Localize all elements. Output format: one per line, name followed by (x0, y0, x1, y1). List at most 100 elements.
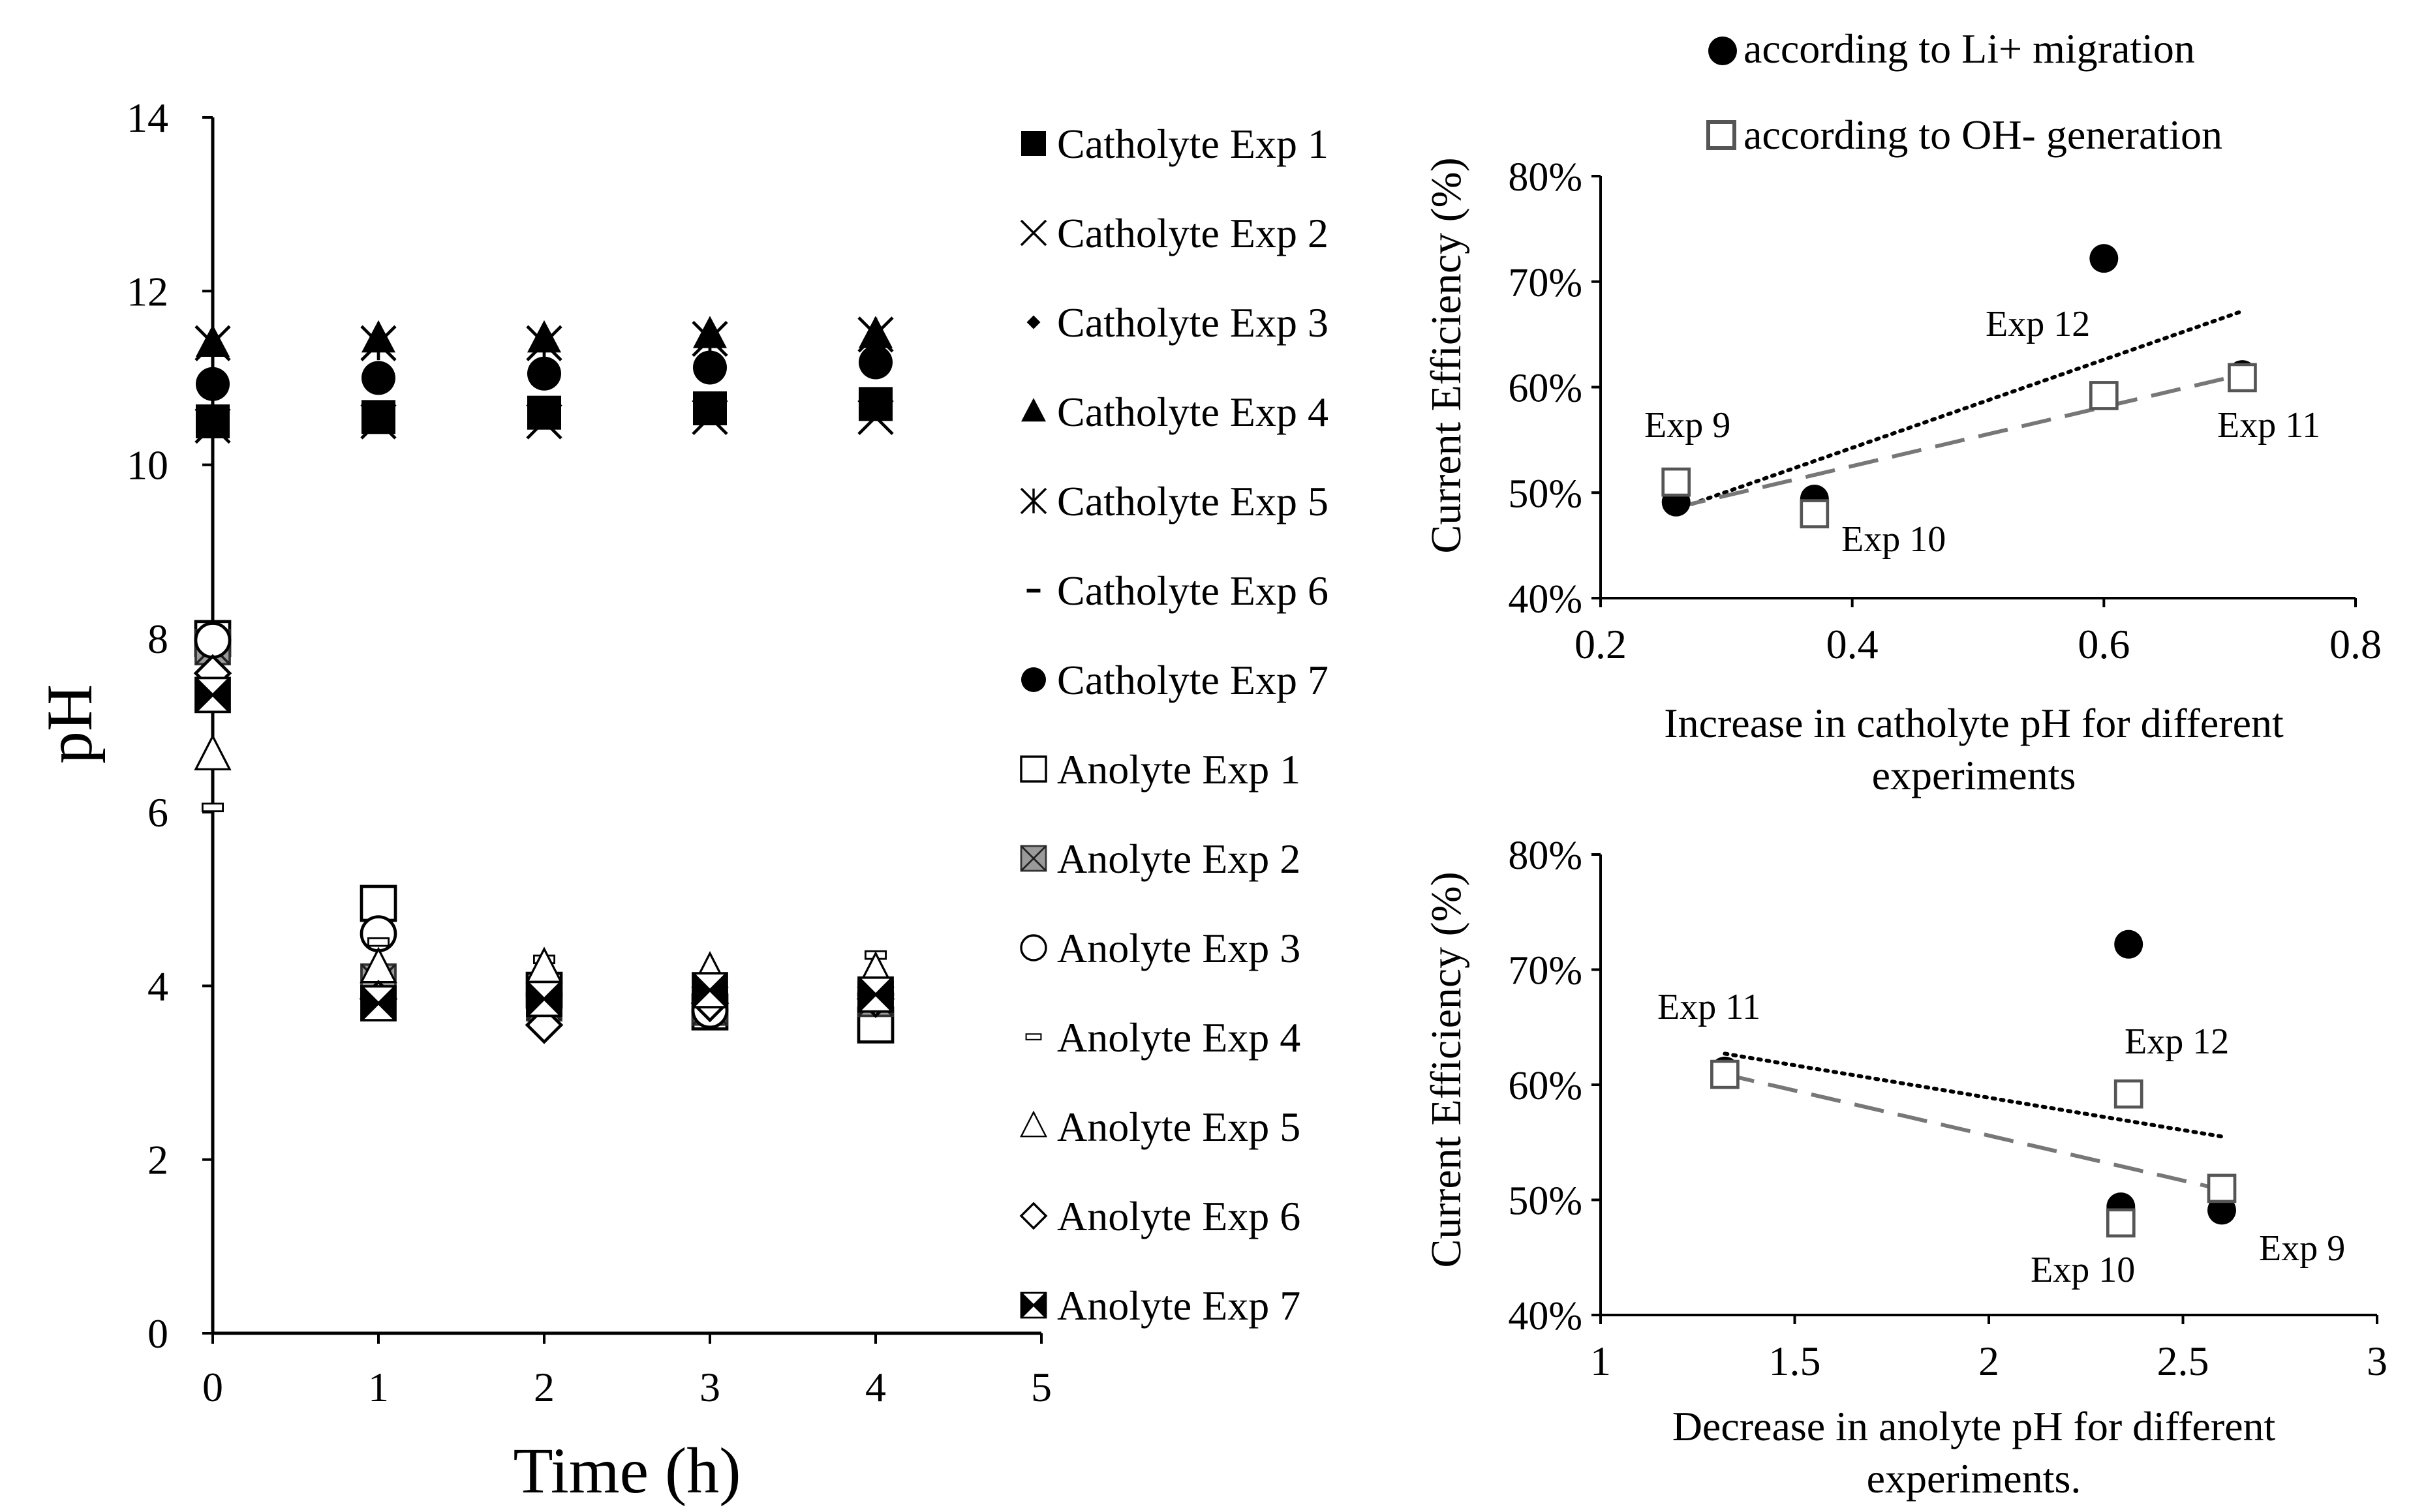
point-catholyte-exp-5 (526, 325, 562, 361)
point-catholyte-exp-6 (866, 402, 885, 408)
x-tick-label: 5 (1031, 1364, 1052, 1410)
legend-marker-4 (1021, 398, 1046, 422)
y-tick-label: 12 (127, 268, 168, 314)
x-tick-label: 3 (699, 1364, 720, 1410)
point-catholyte-exp-6 (534, 410, 554, 416)
point-anolyte-exp-4 (367, 937, 390, 947)
legend-marker-8 (1020, 755, 1047, 783)
br-annotations: Exp 11 Exp 12 Exp 10 Exp 9 (1657, 987, 2345, 1290)
tr-y-axis-title: Current Efficiency (%) (1422, 157, 1470, 553)
tr-x-tick-label: 0.8 (2329, 621, 2382, 667)
legend-marker-6 (1026, 588, 1041, 593)
br-y-tick-label: 80% (1508, 834, 1582, 878)
main-legend: Catholyte Exp 1 Catholyte Exp 2 Catholyte … (1019, 121, 1328, 1329)
br-point-li-migration (2114, 930, 2143, 959)
point-anolyte-exp-7 (526, 980, 562, 1018)
y-tick-label: 4 (147, 963, 168, 1009)
tr-trendline-li-migration (1674, 309, 2245, 512)
legend-label: Anolyte Exp 2 (1057, 836, 1300, 882)
tr-point-li-migration (2089, 244, 2119, 273)
legend-label: Catholyte Exp 4 (1057, 389, 1328, 435)
point-anolyte-exp-7 (360, 985, 397, 1021)
x-axis-title: Time (h) (513, 1434, 741, 1507)
point-anolyte-exp-6 (525, 1006, 564, 1044)
br-trendline-li-migration (1723, 1051, 2224, 1139)
tr-y-tick-label: 70% (1508, 261, 1582, 305)
br-y-tick-label: 40% (1508, 1294, 1582, 1338)
br-point-li-migration (2207, 1196, 2236, 1225)
br-x-axis-title: Decrease in anolyte pH for different expe… (1672, 1403, 2276, 1502)
legend-label: Anolyte Exp 5 (1057, 1104, 1300, 1150)
tr-point-oh-generation (2228, 363, 2257, 393)
legend-label: Catholyte Exp 3 (1057, 299, 1328, 346)
br-annotation-exp12: Exp 12 (2125, 1021, 2229, 1062)
br-x-tick-label: 1.5 (1769, 1338, 1821, 1384)
tr-x-tick-label: 0.6 (2078, 621, 2130, 667)
legend-marker-1 (1021, 131, 1046, 156)
point-anolyte-exp-7 (194, 676, 231, 714)
legend-oh-square-icon (1706, 120, 1736, 150)
point-catholyte-exp-7 (693, 350, 727, 385)
point-anolyte-exp-7 (692, 972, 728, 1008)
br-trendline-oh-generation (1724, 1072, 2222, 1192)
br-annotation-exp10: Exp 10 (2031, 1250, 2135, 1290)
tr-y-tick-label: 50% (1508, 472, 1582, 516)
br-x-tick-label: 2 (1978, 1338, 1999, 1384)
tr-x-tick-label: 0.4 (1826, 621, 1879, 667)
point-catholyte-exp-5 (194, 325, 231, 361)
point-anolyte-exp-7 (857, 976, 894, 1013)
br-annotation-exp11: Exp 11 (1657, 987, 1760, 1027)
tr-annotations: Exp 9 Exp 10 Exp 12 Exp 11 (1644, 304, 2320, 560)
tr-x-axis-title: Increase in catholyte pH for different ex… (1664, 700, 2284, 798)
catholyte-efficiency-chart: 0.2 0.4 0.6 0.8 40% 50% 60% 70% 80% Current Effi… (1422, 25, 2382, 798)
y-tick-label: 2 (147, 1137, 168, 1183)
point-catholyte-exp-6 (369, 415, 388, 421)
tr-annotation-exp10: Exp 10 (1841, 519, 1946, 560)
br-point-oh-generation (2207, 1173, 2237, 1203)
anolyte-efficiency-chart: 1 1.5 2 2.5 3 40% 50% 60% 70% 80% Current Efficie… (1422, 834, 2388, 1502)
x-tick-label: 1 (368, 1364, 389, 1410)
point-catholyte-exp-5 (360, 325, 397, 361)
br-point-oh-generation (1710, 1059, 1740, 1089)
y-tick-label: 0 (147, 1310, 168, 1357)
br-x-tick-label: 1 (1590, 1338, 1611, 1384)
br-y-tick-label: 60% (1508, 1064, 1582, 1108)
legend-label: Anolyte Exp 1 (1057, 746, 1300, 793)
point-anolyte-exp-5 (525, 946, 563, 984)
point-catholyte-exp-5 (692, 320, 728, 357)
legend-label: Anolyte Exp 6 (1057, 1193, 1300, 1239)
legend-label: Catholyte Exp 7 (1057, 657, 1328, 703)
legend-marker-5 (1020, 487, 1047, 515)
y-tick-label: 10 (127, 442, 168, 489)
br-point-oh-generation (2106, 1208, 2136, 1238)
legend-li-label: according to Li+ migration (1743, 25, 2195, 72)
y-tick-label: 14 (127, 95, 168, 141)
legend-label: Anolyte Exp 7 (1057, 1282, 1300, 1329)
point-catholyte-exp-6 (700, 406, 720, 412)
legend-marker-11 (1025, 1033, 1042, 1040)
legend-marker-14 (1020, 1292, 1047, 1319)
legend-marker-12 (1020, 1110, 1047, 1138)
point-catholyte-exp-2 (857, 399, 894, 435)
legend-label: Anolyte Exp 4 (1057, 1014, 1300, 1061)
point-catholyte-exp-6 (203, 419, 223, 425)
x-tick-label: 0 (202, 1364, 223, 1410)
legend-marker-7 (1021, 667, 1046, 692)
br-y-axis-title: Current Efficiency (%) (1422, 871, 1470, 1267)
x-tick-label: 2 (534, 1364, 555, 1410)
tr-legend: according to Li+ migration according to … (1706, 25, 2222, 158)
br-y-tick-label: 50% (1508, 1179, 1582, 1224)
point-catholyte-exp-7 (361, 361, 395, 395)
point-catholyte-exp-7 (859, 345, 893, 380)
tr-point-oh-generation (2089, 381, 2119, 410)
legend-marker-13 (1019, 1202, 1048, 1230)
legend-label: Catholyte Exp 6 (1057, 567, 1328, 614)
tr-y-tick-label: 60% (1508, 367, 1582, 411)
legend-marker-3 (1026, 315, 1041, 329)
x-tick-label: 4 (865, 1364, 886, 1410)
br-point-oh-generation (2113, 1079, 2143, 1109)
br-annotation-exp9: Exp 9 (2259, 1228, 2345, 1269)
br-x-tick-label: 2.5 (2157, 1338, 2209, 1384)
tr-trendline-oh-generation (1676, 372, 2243, 509)
tr-point-oh-generation (1661, 467, 1691, 497)
